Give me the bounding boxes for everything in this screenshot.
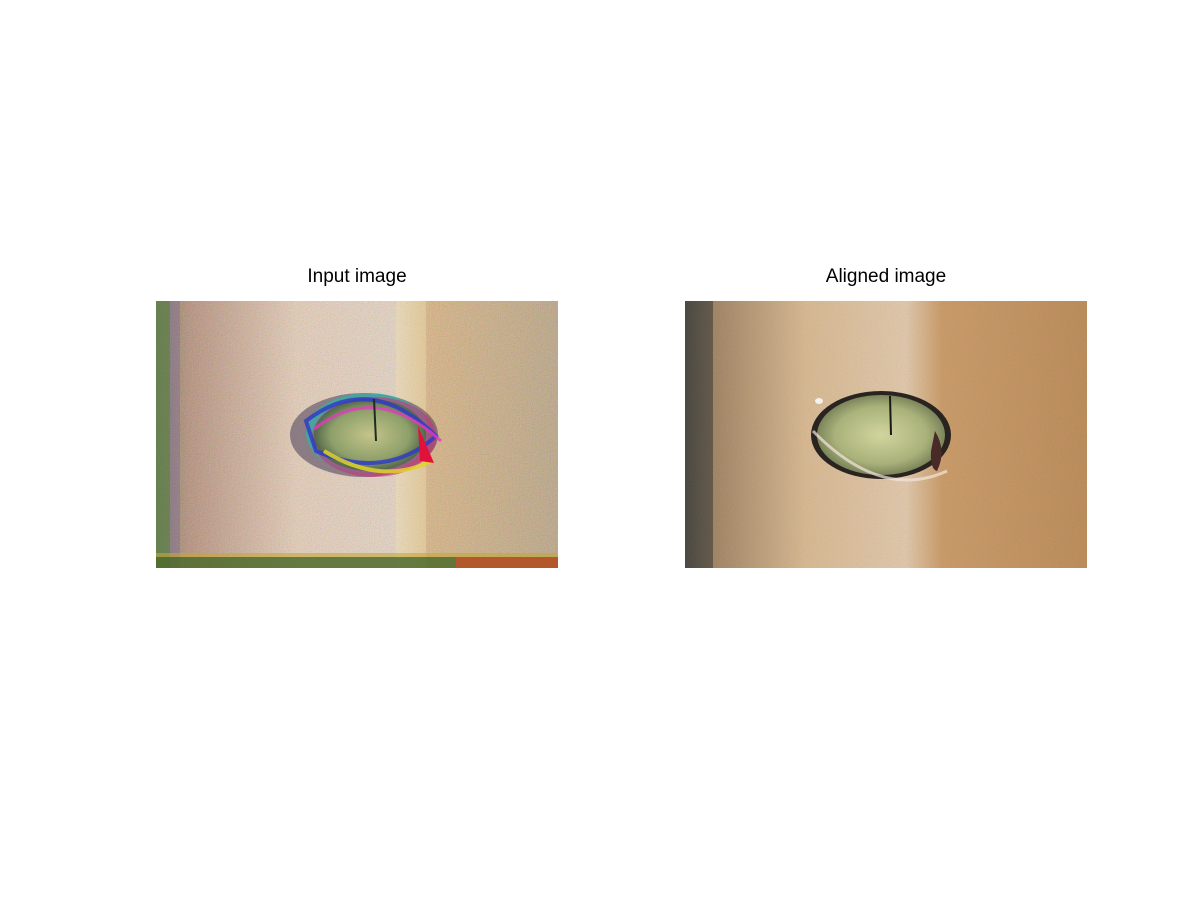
aligned-image [685, 301, 1087, 568]
aligned-image-title: Aligned image [825, 266, 947, 287]
input-image [156, 301, 558, 568]
input-image-title: Input image [307, 266, 407, 287]
